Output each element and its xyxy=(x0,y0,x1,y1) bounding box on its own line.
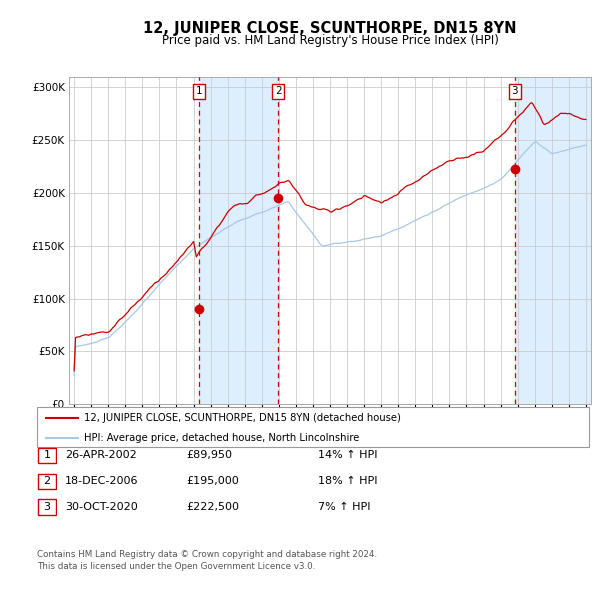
Text: Contains HM Land Registry data © Crown copyright and database right 2024.: Contains HM Land Registry data © Crown c… xyxy=(37,550,377,559)
Text: £195,000: £195,000 xyxy=(186,477,239,486)
Text: 3: 3 xyxy=(511,87,518,96)
Text: 12, JUNIPER CLOSE, SCUNTHORPE, DN15 8YN: 12, JUNIPER CLOSE, SCUNTHORPE, DN15 8YN xyxy=(143,21,517,35)
FancyBboxPatch shape xyxy=(37,407,589,447)
Text: Price paid vs. HM Land Registry's House Price Index (HPI): Price paid vs. HM Land Registry's House … xyxy=(161,34,499,47)
Text: HPI: Average price, detached house, North Lincolnshire: HPI: Average price, detached house, Nort… xyxy=(84,434,359,444)
Bar xyxy=(199,77,278,404)
Text: 18-DEC-2006: 18-DEC-2006 xyxy=(65,477,139,486)
Text: 30-OCT-2020: 30-OCT-2020 xyxy=(65,503,137,512)
Text: 3: 3 xyxy=(44,503,50,512)
FancyBboxPatch shape xyxy=(38,474,56,489)
Text: 12, JUNIPER CLOSE, SCUNTHORPE, DN15 8YN (detached house): 12, JUNIPER CLOSE, SCUNTHORPE, DN15 8YN … xyxy=(84,413,401,423)
Text: 2: 2 xyxy=(275,87,281,96)
FancyBboxPatch shape xyxy=(38,500,56,515)
Text: 2: 2 xyxy=(44,477,50,486)
Text: This data is licensed under the Open Government Licence v3.0.: This data is licensed under the Open Gov… xyxy=(37,562,316,571)
Text: 1: 1 xyxy=(196,87,202,96)
Text: £89,950: £89,950 xyxy=(186,451,232,460)
Text: £222,500: £222,500 xyxy=(186,503,239,512)
Bar xyxy=(515,77,591,404)
Text: 14% ↑ HPI: 14% ↑ HPI xyxy=(318,451,377,460)
Text: 7% ↑ HPI: 7% ↑ HPI xyxy=(318,503,371,512)
FancyBboxPatch shape xyxy=(38,448,56,463)
Text: 18% ↑ HPI: 18% ↑ HPI xyxy=(318,477,377,486)
Text: 1: 1 xyxy=(44,451,50,460)
Text: 26-APR-2002: 26-APR-2002 xyxy=(65,451,137,460)
